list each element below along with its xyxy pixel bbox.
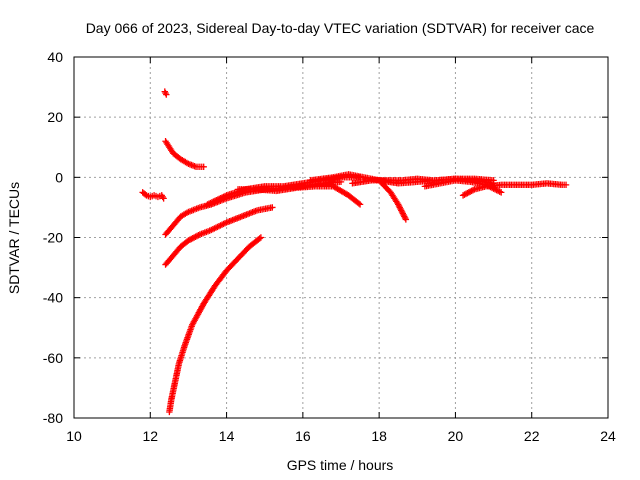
x-tick-label: 22 <box>524 428 540 444</box>
data-point-fill <box>162 89 169 97</box>
data-point-fill <box>211 197 219 205</box>
data-point <box>160 195 167 202</box>
data-point-fill <box>214 196 221 203</box>
x-tick-label: 12 <box>142 428 158 444</box>
x-tick-label: 10 <box>66 428 82 444</box>
ticks-layer: 10 12 14 16 18 20 22 24 40 20 0 -20 -40 -60 -80 <box>43 49 616 444</box>
data-point-fill <box>207 199 214 207</box>
x-tick-label: 16 <box>295 428 311 444</box>
data-point-fill <box>195 232 202 239</box>
data-point <box>356 201 364 208</box>
x-tick-label: 24 <box>600 428 616 444</box>
y-tick-label: 0 <box>55 169 63 185</box>
points-layer <box>139 88 570 416</box>
data-point <box>204 201 211 208</box>
x-tick-label: 20 <box>448 428 464 444</box>
x-tick-label: 18 <box>371 428 387 444</box>
y-tick-label: -80 <box>43 410 63 426</box>
data-point <box>269 204 276 211</box>
series-arc-3 <box>162 138 207 171</box>
x-axis-label: GPS time / hours <box>287 457 394 473</box>
data-point <box>562 181 570 189</box>
plot-frame <box>73 56 609 419</box>
y-tick-label: -20 <box>43 230 63 246</box>
data-point-fill <box>256 235 263 242</box>
data-point <box>257 234 265 241</box>
series-arc-6 <box>166 234 265 416</box>
y-tick-label: -60 <box>43 350 63 366</box>
data-point <box>402 216 410 223</box>
y-tick-label: 20 <box>47 109 63 125</box>
series-arc-8 <box>234 183 364 208</box>
y-tick-label: -40 <box>43 290 63 306</box>
data-point <box>498 189 505 196</box>
series-arc-14 <box>433 175 497 184</box>
data-point <box>490 177 497 184</box>
data-point-fill <box>205 200 213 207</box>
data-point-fill <box>469 186 477 194</box>
y-axis-label: SDTVAR / TECUs <box>6 182 22 294</box>
data-point <box>200 163 207 171</box>
data-point <box>163 91 170 98</box>
series-arc-1 <box>139 189 167 202</box>
data-point-fill <box>208 199 216 206</box>
grid-layer <box>74 57 608 418</box>
series-arc-5 <box>162 204 276 268</box>
data-point <box>161 88 168 95</box>
x-tick-label: 14 <box>219 428 235 444</box>
y-tick-label: 40 <box>47 49 63 65</box>
data-point-fill <box>210 198 217 205</box>
data-point-fill <box>220 193 227 200</box>
data-point-fill <box>217 194 224 202</box>
data-point-fill <box>216 195 223 203</box>
data-point-fill <box>213 197 220 204</box>
data-point-fill <box>218 194 226 201</box>
series-arc-2 <box>161 88 170 98</box>
data-point-fill <box>355 200 362 207</box>
chart-title: Day 066 of 2023, Sidereal Day-to-day VTE… <box>86 20 595 36</box>
series-arc-13 <box>459 180 570 199</box>
data-point-fill <box>221 192 229 200</box>
